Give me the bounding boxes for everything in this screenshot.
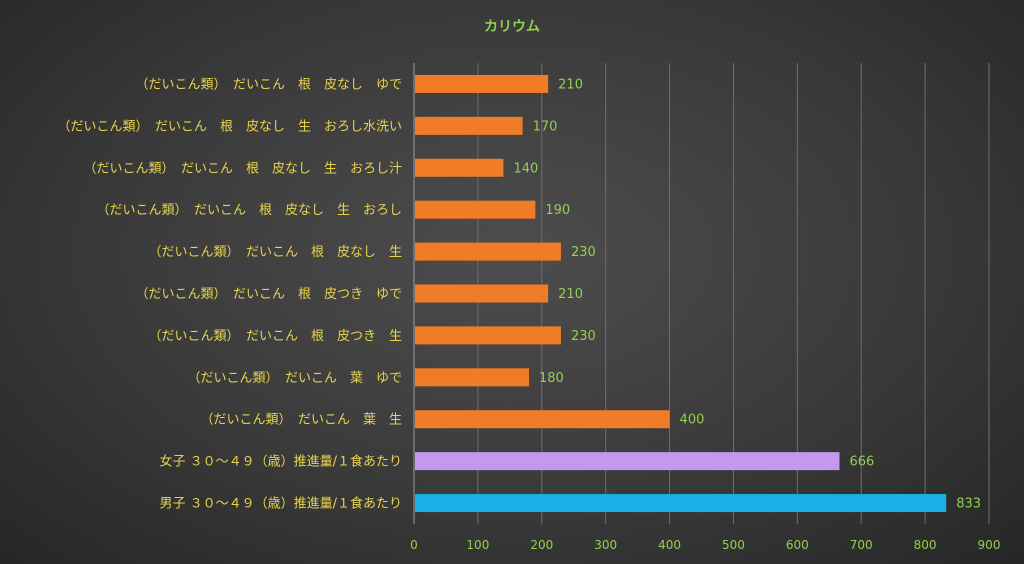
data-label: 210 <box>558 77 583 92</box>
category-label: （だいこん類） だいこん 根 皮なし 生 おろし水洗い <box>57 119 402 134</box>
x-tick-label: 500 <box>722 538 745 552</box>
category-label: （だいこん類） だいこん 葉 ゆで <box>187 371 402 386</box>
x-tick-label: 200 <box>530 538 553 552</box>
data-label: 180 <box>539 371 564 386</box>
data-label: 170 <box>533 119 558 134</box>
bars <box>415 74 947 513</box>
data-label: 140 <box>513 161 538 176</box>
x-tick-label: 700 <box>850 538 873 552</box>
bar <box>415 284 549 303</box>
category-label: （だいこん類） だいこん 根 皮なし 生 <box>148 245 402 260</box>
data-label: 190 <box>545 203 570 218</box>
x-tick-label: 100 <box>466 538 489 552</box>
category-label: （だいこん類） だいこん 根 皮つき 生 <box>148 329 402 344</box>
bar <box>415 326 561 345</box>
bar <box>415 116 523 135</box>
value-labels: 210 170 140 190 230 210 230 180 400 666 833 <box>513 77 981 511</box>
category-label: （だいこん類） だいこん 葉 生 <box>200 413 402 428</box>
category-label: （だいこん類） だいこん 根 皮なし 生 おろし <box>96 203 402 218</box>
bar <box>415 452 840 471</box>
gridlines <box>477 63 990 524</box>
bar <box>415 410 670 429</box>
x-tick-label: 600 <box>786 538 809 552</box>
bar <box>415 158 504 177</box>
data-label: 833 <box>956 497 981 512</box>
x-tick-label: 0 <box>410 538 418 552</box>
category-labels: （だいこん類） だいこん 根 皮なし ゆで （だいこん類） だいこん 根 皮なし … <box>57 77 402 511</box>
category-label: （だいこん類） だいこん 根 皮なし ゆで <box>135 77 402 92</box>
data-label: 210 <box>558 287 583 302</box>
x-tick-label: 300 <box>594 538 617 552</box>
category-label: （だいこん類） だいこん 根 皮なし 生 おろし汁 <box>83 161 402 176</box>
bar <box>415 494 947 513</box>
category-label: 女子 ３０～４９（歳）推進量/１食あたり <box>159 454 402 470</box>
x-axis-tick-labels: 0 100 200 300 400 500 600 700 800 900 <box>410 538 1000 552</box>
data-label: 230 <box>571 329 596 344</box>
category-label: （だいこん類） だいこん 根 皮つき ゆで <box>135 287 402 302</box>
data-label: 400 <box>680 413 705 428</box>
data-label: 230 <box>571 245 596 260</box>
x-tick-label: 900 <box>978 538 1001 552</box>
bar <box>415 74 549 93</box>
bar <box>415 368 529 387</box>
x-tick-label: 800 <box>914 538 937 552</box>
bar <box>415 200 536 219</box>
category-label: 男子 ３０～４９（歳）推進量/１食あたり <box>159 496 402 512</box>
bar <box>415 242 561 261</box>
chart-title: カリウム <box>484 19 540 35</box>
x-tick-label: 400 <box>658 538 681 552</box>
data-label: 666 <box>850 455 875 470</box>
